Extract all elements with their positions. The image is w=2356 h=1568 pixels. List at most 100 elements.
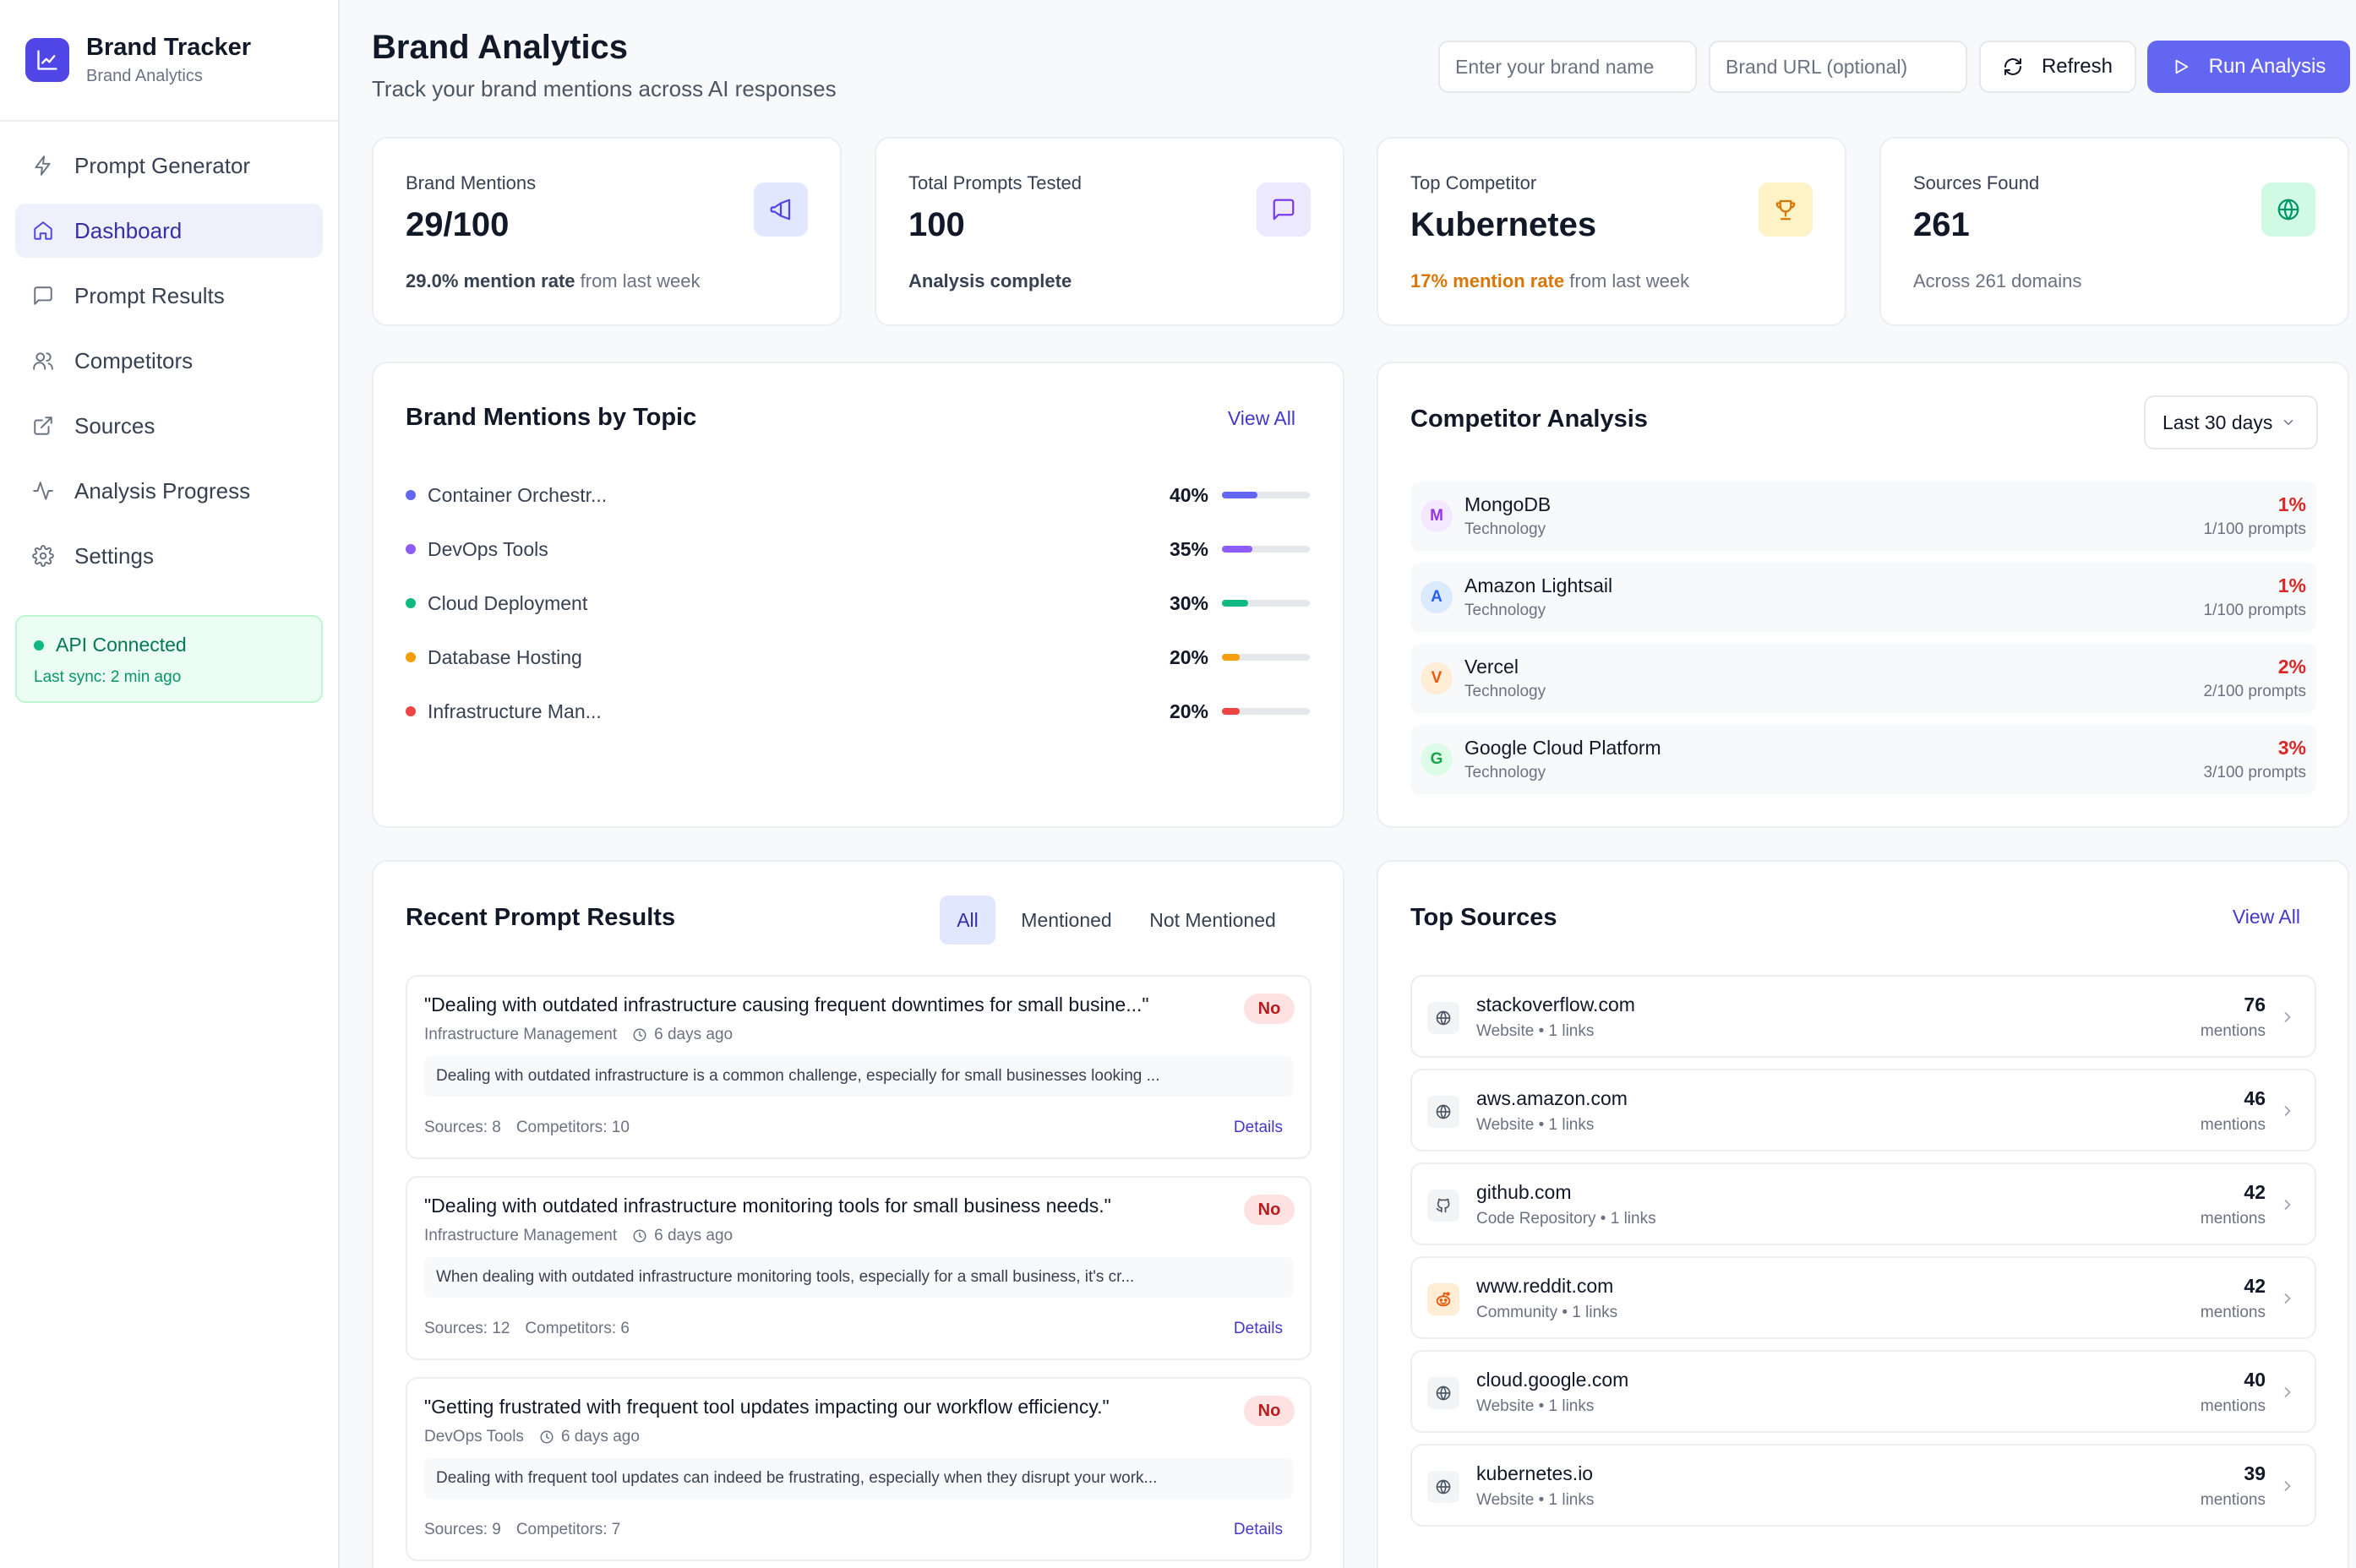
- chevron-right-icon: [2279, 1478, 2296, 1494]
- competitor-avatar: A: [1421, 581, 1453, 613]
- competitor-avatar: V: [1421, 662, 1453, 694]
- topic-dot-icon: [406, 652, 416, 662]
- sidebar-item-label: Analysis Progress: [74, 477, 251, 504]
- refresh-button[interactable]: Refresh: [1979, 41, 2136, 93]
- competitor-prompts: 1/100 prompts: [2203, 520, 2306, 538]
- topic-progress-bar: [1222, 708, 1310, 715]
- users-icon: [32, 350, 54, 372]
- sidebar-item-label: Prompt Generator: [74, 152, 251, 178]
- tab-mentioned[interactable]: Mentioned: [1021, 908, 1112, 931]
- topic-dot-icon: [406, 544, 416, 554]
- prompt-footer: Sources: 9 Competitors: 7: [424, 1521, 620, 1539]
- topic-card: Brand Mentions by Topic View All Contain…: [372, 362, 1344, 828]
- stat-card-top-competitor: Top Competitor Kubernetes 17% mention ra…: [1377, 137, 1846, 326]
- mention-status-badge: No: [1244, 1195, 1295, 1225]
- competitor-percent: 3%: [2277, 737, 2306, 759]
- topic-percent: 40%: [1169, 483, 1208, 506]
- source-mention-unit: mentions: [2200, 1022, 2266, 1040]
- sidebar-item-sources[interactable]: Sources: [15, 399, 323, 453]
- topic-label: Database Hosting: [428, 645, 582, 668]
- page-subtitle: Track your brand mentions across AI resp…: [372, 76, 837, 101]
- source-item[interactable]: www.reddit.com Community • 1 links 42 me…: [1410, 1256, 2316, 1339]
- source-item[interactable]: aws.amazon.com Website • 1 links 46 ment…: [1410, 1069, 2316, 1152]
- competitor-name: MongoDB: [1464, 493, 1552, 515]
- sidebar-item-label: Settings: [74, 542, 154, 569]
- mention-status-badge: No: [1244, 994, 1295, 1024]
- sidebar-item-prompt-results[interactable]: Prompt Results: [15, 269, 323, 323]
- source-item[interactable]: cloud.google.com Website • 1 links 40 me…: [1410, 1350, 2316, 1433]
- source-item[interactable]: kubernetes.io Website • 1 links 39 menti…: [1410, 1444, 2316, 1527]
- api-last-sync: Last sync: 2 min ago: [34, 668, 182, 686]
- clock-icon: [632, 1027, 647, 1043]
- chevron-right-icon: [2279, 1290, 2296, 1307]
- source-mention-unit: mentions: [2200, 1304, 2266, 1321]
- topic-label: Container Orchestr...: [428, 483, 608, 506]
- source-name: stackoverflow.com: [1476, 994, 1635, 1015]
- prompt-results-card: Recent Prompt Results All Mentioned Not …: [372, 860, 1344, 1568]
- brand-url-input[interactable]: [1709, 41, 1967, 93]
- chevron-right-icon: [2279, 1196, 2296, 1213]
- competitor-prompts: 1/100 prompts: [2203, 602, 2306, 619]
- source-item[interactable]: github.com Code Repository • 1 links 42 …: [1410, 1162, 2316, 1245]
- source-type: Website • 1 links: [1476, 1116, 1595, 1134]
- sidebar-item-analysis-progress[interactable]: Analysis Progress: [15, 464, 323, 518]
- sources-view-all-link[interactable]: View All: [2232, 906, 2300, 928]
- brand: Brand Tracker Brand Analytics: [0, 0, 338, 122]
- source-mention-count: 40: [2244, 1369, 2266, 1391]
- tab-not-mentioned[interactable]: Not Mentioned: [1149, 908, 1276, 931]
- source-mention-count: 46: [2244, 1087, 2266, 1109]
- topic-progress-bar: [1222, 546, 1310, 553]
- top-sources-card: Top Sources View All stackoverflow.com W…: [1377, 860, 2349, 1568]
- prompt-result-item[interactable]: "Dealing with outdated infrastructure ca…: [406, 975, 1312, 1159]
- source-item[interactable]: stackoverflow.com Website • 1 links 76 m…: [1410, 975, 2316, 1058]
- megaphone-icon: [754, 182, 808, 237]
- details-link[interactable]: Details: [1233, 1320, 1283, 1337]
- topic-progress-fill: [1222, 546, 1253, 553]
- competitor-name: Vercel: [1464, 656, 1519, 678]
- topic-progress-bar: [1222, 492, 1310, 498]
- prompt-topic: Infrastructure Management: [424, 1026, 618, 1043]
- page-title: Brand Analytics: [372, 29, 629, 66]
- prompt-sources-count: Sources: 9: [424, 1521, 501, 1538]
- stat-footnote: Across 261 domains: [1913, 270, 2082, 291]
- topic-progress-fill: [1222, 492, 1257, 498]
- prompt-result-item[interactable]: "Dealing with outdated infrastructure mo…: [406, 1176, 1312, 1360]
- stat-value: 261: [1913, 206, 1970, 243]
- run-analysis-button[interactable]: Run Analysis: [2147, 41, 2350, 93]
- details-link[interactable]: Details: [1233, 1119, 1283, 1136]
- competitor-percent: 1%: [2277, 574, 2306, 596]
- source-name: cloud.google.com: [1476, 1369, 1629, 1391]
- mention-status-badge: No: [1244, 1396, 1295, 1426]
- competitor-card: Competitor Analysis Last 30 days M Mongo…: [1377, 362, 2349, 828]
- competitor-row[interactable]: M MongoDB Technology 1% 1/100 prompts: [1410, 482, 2316, 551]
- sidebar-item-settings[interactable]: Settings: [15, 529, 323, 583]
- stat-footnote: 29.0% mention rate from last week: [406, 270, 701, 291]
- source-name: github.com: [1476, 1181, 1572, 1203]
- sidebar-item-dashboard[interactable]: Dashboard: [15, 204, 323, 258]
- details-link[interactable]: Details: [1233, 1521, 1283, 1538]
- status-dot-icon: [34, 640, 44, 651]
- topic-label: Cloud Deployment: [428, 591, 588, 614]
- brand-name: Brand Tracker: [86, 34, 252, 61]
- chevron-right-icon: [2279, 1009, 2296, 1026]
- source-mention-count: 39: [2244, 1462, 2266, 1484]
- competitor-row[interactable]: A Amazon Lightsail Technology 1% 1/100 p…: [1410, 563, 2316, 632]
- tab-all[interactable]: All: [940, 896, 995, 945]
- sidebar-item-competitors[interactable]: Competitors: [15, 334, 323, 388]
- competitor-row[interactable]: V Vercel Technology 2% 2/100 prompts: [1410, 644, 2316, 713]
- date-range-select[interactable]: Last 30 days: [2144, 395, 2318, 449]
- brand-name-input[interactable]: [1438, 41, 1697, 93]
- prompt-response-snippet: Dealing with outdated infrastructure is …: [424, 1056, 1293, 1097]
- sidebar-item-prompt-generator[interactable]: Prompt Generator: [15, 139, 323, 193]
- stat-footnote: 17% mention rate from last week: [1410, 270, 1690, 291]
- home-icon: [32, 220, 54, 242]
- prompt-result-item[interactable]: "Getting frustrated with frequent tool u…: [406, 1377, 1312, 1561]
- prompt-time: 6 days ago: [560, 1428, 640, 1446]
- competitor-avatar: G: [1421, 743, 1453, 776]
- source-mention-count: 76: [2244, 994, 2266, 1015]
- competitor-row[interactable]: G Google Cloud Platform Technology 3% 3/…: [1410, 725, 2316, 794]
- topics-view-all-link[interactable]: View All: [1227, 407, 1295, 429]
- topic-percent: 20%: [1169, 700, 1208, 722]
- refresh-icon: [2003, 57, 2023, 77]
- stat-value: Kubernetes: [1410, 206, 1597, 243]
